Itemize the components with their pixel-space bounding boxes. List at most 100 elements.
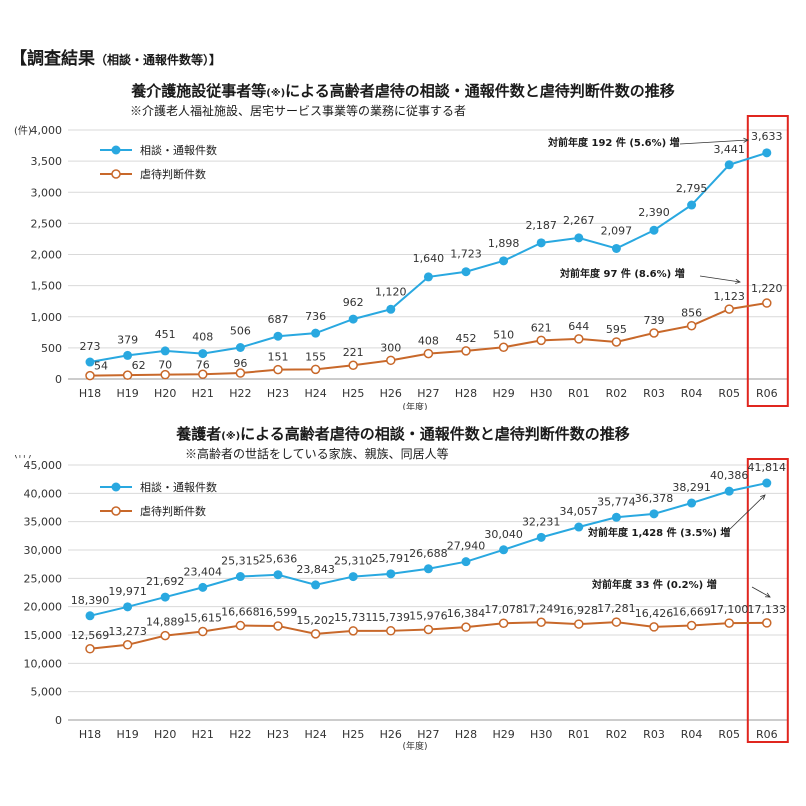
chart2-x-tick-label: R05 [718, 728, 740, 741]
chart1-data-label: 2,097 [601, 224, 633, 237]
chart2-note: ※高齢者の世話をしている家族、親族、同居人等 [185, 447, 449, 461]
chart1-x-tick-label: H29 [492, 387, 514, 400]
chart2-data-label: 25,310 [334, 555, 373, 568]
chart2-point-abuse [686, 620, 697, 631]
chart2-data-label: 17,281 [597, 602, 636, 615]
chart1-data-label: 687 [268, 313, 289, 326]
chart1-annotation-arrowhead [743, 137, 749, 143]
chart2-point-consult [123, 602, 133, 612]
chart1-y-axis-label: (件) [14, 125, 32, 137]
chart1-y-tick-label: 3,000 [31, 186, 63, 199]
chart1-data-label: 300 [380, 341, 401, 354]
chart2-data-label: 15,202 [296, 614, 335, 627]
chart2-title-mark: (※) [221, 431, 241, 442]
chart2-data-label: 16,669 [672, 606, 711, 619]
chart1-data-label: 962 [343, 296, 364, 309]
chart2-data-label: 35,774 [597, 495, 636, 508]
chart1-point-abuse [649, 328, 659, 338]
chart1-point-consult [423, 272, 433, 282]
chart2-point-consult [311, 580, 321, 590]
chart1-data-label: 510 [493, 328, 514, 341]
chart1-legend-label: 虐待判断件数 [140, 167, 206, 181]
chart2-annotation: 対前年度 1,428 件 (3.5%) 増 [587, 526, 730, 539]
chart2-point-abuse [762, 618, 772, 628]
chart1-title-mark: (※) [266, 88, 286, 99]
chart2-data-label: 13,273 [108, 625, 147, 638]
page-heading-main: 【調査結果 [10, 49, 95, 69]
chart2-point-consult [423, 564, 433, 574]
chart1-x-tick-label: H25 [342, 387, 364, 400]
chart1-y-tick-label: 0 [55, 373, 62, 386]
chart1-data-label: 408 [192, 331, 213, 344]
chart1-annotation: 対前年度 192 件 (5.6%) 増 [547, 136, 680, 149]
chart1-data-label: 1,123 [713, 290, 745, 303]
chart1-point-consult [235, 343, 245, 353]
chart1-x-tick-label: R04 [681, 387, 703, 400]
chart1-point-abuse [198, 369, 208, 380]
chart2-data-label: 27,940 [447, 540, 486, 553]
chart2-data-label: 16,384 [447, 607, 486, 620]
chart2-legend-label: 虐待判断件数 [140, 504, 206, 518]
chart1-facility-workers: (件) 0 500 1,000 1,500 2,000 2,500 3,000 3,500 4,0… [14, 115, 789, 410]
chart1-point-abuse [235, 368, 246, 378]
chart1-data-label: 1,120 [375, 285, 407, 298]
chart1-point-abuse [122, 370, 133, 380]
chart1-point-consult [762, 148, 772, 158]
chart2-x-tick-label: H19 [116, 728, 138, 741]
chart2-point-consult [687, 498, 697, 508]
chart1-data-label: 221 [343, 346, 364, 359]
chart1-point-abuse [686, 320, 697, 331]
chart2-x-tick-label: R04 [681, 728, 703, 741]
chart2-y-tick-label: 25,000 [24, 572, 63, 585]
chart2-data-label: 23,843 [296, 563, 335, 576]
chart1-data-label: 2,795 [676, 182, 708, 195]
chart2-legend-marker [111, 506, 121, 516]
chart2-annotation-arrowhead [760, 494, 766, 500]
chart1-data-label: 273 [80, 340, 101, 353]
chart2-y-tick-label: 30,000 [24, 544, 63, 557]
chart1-data-label: 2,187 [525, 219, 557, 232]
chart2-annotation-arrow [751, 586, 771, 598]
chart2-point-abuse [386, 626, 396, 636]
chart1-legend-marker [111, 145, 121, 155]
chart2-point-consult [198, 582, 208, 592]
chart1-point-abuse [273, 364, 283, 375]
chart2-x-tick-label: H22 [229, 728, 251, 741]
chart1-data-label: 1,898 [488, 237, 520, 250]
chart1-data-label: 595 [606, 323, 627, 336]
chart1-point-abuse [611, 337, 622, 347]
chart2-data-label: 16,426 [635, 607, 674, 620]
chart1-data-label: 739 [644, 314, 665, 327]
chart2-data-label: 14,889 [146, 616, 185, 629]
chart2-point-abuse [649, 622, 659, 632]
chart2-annotation-arrow [729, 494, 766, 530]
chart1-point-abuse [310, 364, 321, 375]
chart1-data-label: 621 [531, 321, 552, 334]
chart1-point-consult [273, 331, 283, 341]
chart1-point-consult [574, 233, 584, 243]
chart1-x-tick-label: R01 [568, 387, 590, 400]
chart1-data-label: 856 [681, 307, 702, 320]
chart2-data-label: 15,976 [409, 609, 448, 622]
chart1-x-tick-label: H23 [267, 387, 289, 400]
chart1-point-consult [85, 357, 95, 367]
chart2-y-tick-label: 40,000 [24, 487, 63, 500]
chart2-point-consult [724, 486, 734, 496]
chart2-point-abuse [310, 629, 321, 639]
chart1-point-consult [499, 256, 509, 266]
chart2-point-consult [85, 611, 95, 621]
chart2-point-abuse [160, 630, 170, 641]
chart1-data-label: 1,723 [450, 248, 482, 261]
chart1-data-label: 452 [456, 332, 477, 345]
chart2-x-tick-label: H23 [267, 728, 289, 741]
chart1-y-tick-label: 500 [41, 342, 62, 355]
chart2-data-label: 41,814 [748, 461, 787, 474]
chart2-point-consult [273, 570, 283, 580]
chart2-x-tick-label: H30 [530, 728, 552, 741]
chart1-data-label: 2,390 [638, 206, 670, 219]
chart1-point-consult [348, 314, 358, 324]
chart1-point-abuse [762, 298, 772, 308]
chart2-y-tick-label: 35,000 [24, 516, 63, 529]
chart2-point-abuse [348, 626, 358, 636]
chart2-legend-marker [111, 482, 121, 492]
